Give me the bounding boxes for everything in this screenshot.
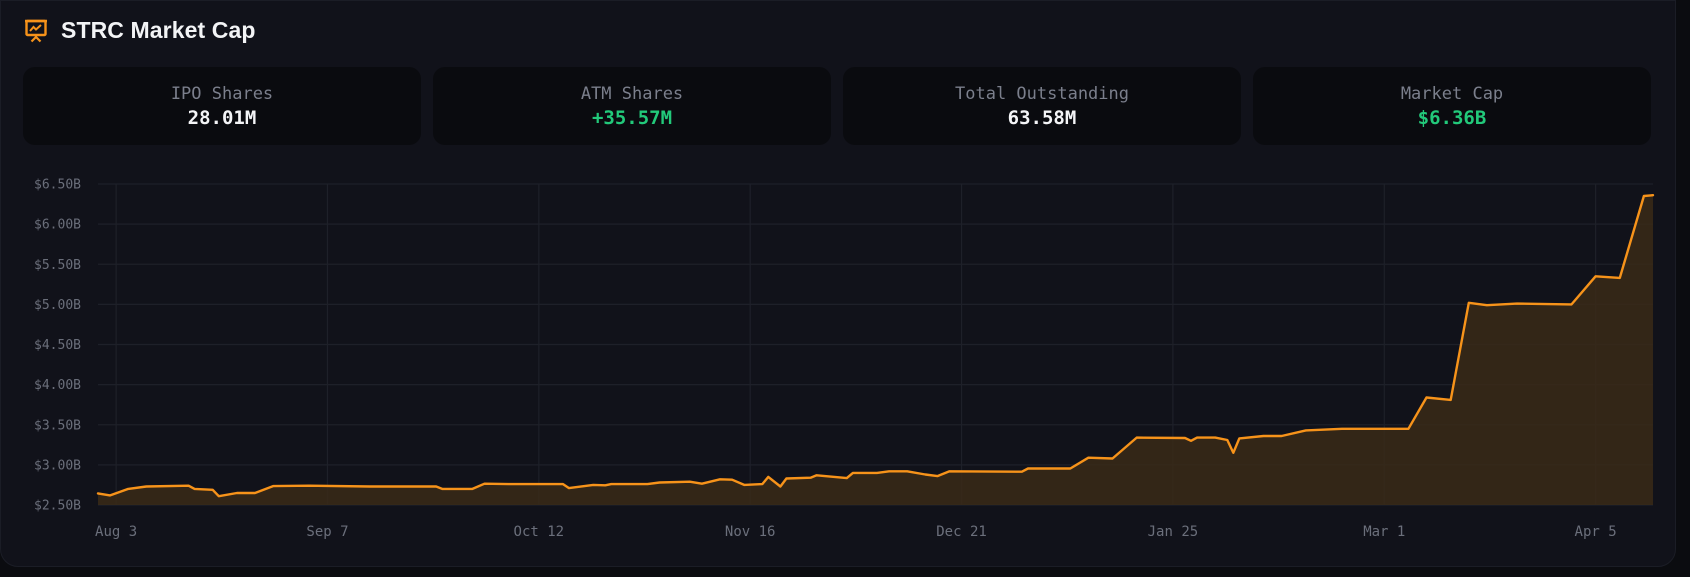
stat-card-atm-shares: ATM Shares +35.57M (433, 67, 831, 145)
x-tick-label: Mar 1 (1363, 524, 1405, 540)
x-tick-label: Dec 21 (936, 524, 987, 540)
x-tick-label: Sep 7 (306, 524, 348, 540)
market-cap-chart[interactable]: $6.50B $6.00B $5.50B $5.00B $4.50B $4.00B $3.5… (1, 1, 1677, 568)
y-tick-label: $2.50B (34, 499, 81, 514)
y-tick-label: $3.50B (34, 418, 81, 433)
stat-label: ATM Shares (580, 83, 684, 104)
stats-row: IPO Shares 28.01M ATM Shares +35.57M Tot… (23, 67, 1651, 145)
stat-label: Total Outstanding (955, 83, 1129, 104)
y-tick-label: $4.00B (34, 378, 81, 393)
y-tick-label: $3.00B (34, 458, 81, 473)
presentation-chart-icon (25, 19, 47, 42)
stat-value: +35.57M (591, 106, 673, 129)
x-tick-label: Apr 5 (1575, 524, 1617, 540)
x-tick-label: Jan 25 (1148, 524, 1199, 540)
y-tick-label: $5.00B (34, 298, 81, 313)
area-fill (98, 195, 1653, 505)
panel-header: STRC Market Cap (25, 17, 255, 44)
y-tick-label: $6.00B (34, 218, 81, 233)
y-tick-label: $5.50B (34, 258, 81, 273)
stat-card-ipo-shares: IPO Shares 28.01M (23, 67, 421, 145)
stat-value: 63.58M (1007, 106, 1077, 129)
stat-value: $6.36B (1417, 106, 1487, 129)
stat-card-market-cap: Market Cap $6.36B (1253, 67, 1651, 145)
stat-label: Market Cap (1400, 83, 1504, 104)
y-tick-label: $6.50B (34, 178, 81, 193)
market-cap-line (96, 194, 1655, 498)
x-axis: Aug 3 Sep 7 Oct 12 Nov 16 Dec 21 Jan 25 Mar 1 A… (95, 524, 1617, 540)
stat-card-total-outstanding: Total Outstanding 63.58M (843, 67, 1241, 145)
x-tick-label: Oct 12 (514, 524, 565, 540)
stat-value: 28.01M (187, 106, 257, 129)
stat-label: IPO Shares (170, 83, 274, 104)
y-tick-label: $4.50B (34, 338, 81, 353)
x-tick-label: Nov 16 (725, 524, 776, 540)
market-cap-panel: STRC Market Cap IPO Shares 28.01M ATM Sh… (0, 0, 1676, 567)
page-title: STRC Market Cap (61, 17, 256, 43)
x-tick-label: Aug 3 (95, 524, 137, 540)
y-axis: $6.50B $6.00B $5.50B $5.00B $4.50B $4.00B $3.5… (34, 178, 81, 514)
